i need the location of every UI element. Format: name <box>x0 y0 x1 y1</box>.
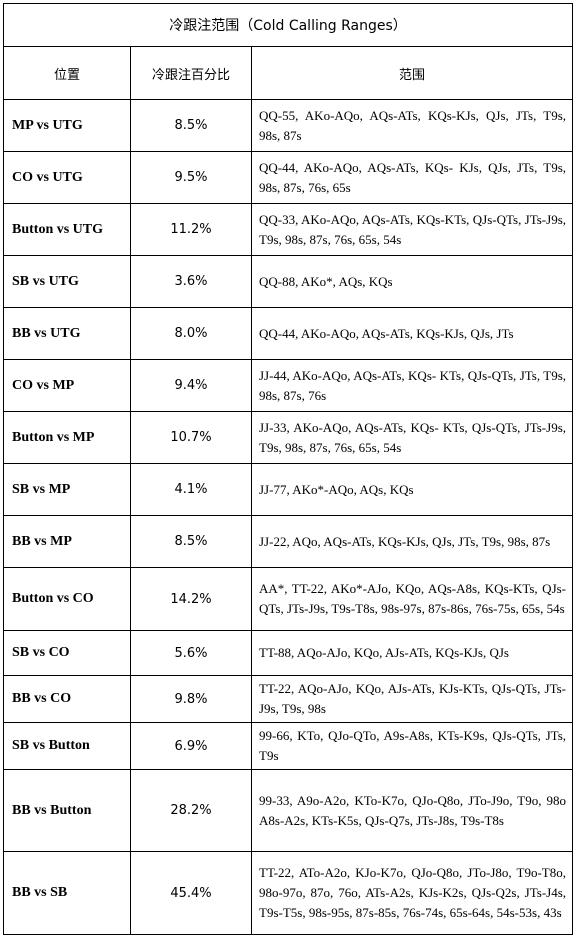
range-cell: AA*, TT-22, AKo*-AJo, KQo, AQs-A8s, KQs-… <box>250 567 574 631</box>
table-row: BB vs MP 8.5% JJ-22, AQo, AQs-ATs, KQs-KJs… <box>3 515 574 568</box>
range-cell: JJ-44, AKo-AQo, AQs-ATs, KQs- KTs, QJs-Q… <box>250 359 574 412</box>
header-position: 位置 <box>3 46 131 100</box>
position-cell: SB vs UTG <box>3 255 131 308</box>
percent-cell: 9.4% <box>130 359 252 412</box>
range-cell: TT-22, ATo-A2o, KJo-K7o, QJo-Q8o, JTo-J8… <box>250 851 574 935</box>
table-row: SB vs Button 6.9% 99-66, KTo, QJo-QTo, A9s… <box>3 722 574 770</box>
range-cell: QQ-44, AKo-AQo, AQs-ATs, KQs-KJs, QJs, J… <box>250 307 574 360</box>
position-cell: BB vs Button <box>3 769 131 852</box>
position-cell: SB vs MP <box>3 463 131 516</box>
range-cell: JJ-77, AKo*-AQo, AQs, KQs <box>250 463 574 516</box>
table-row: SB vs MP 4.1% JJ-77, AKo*-AQo, AQs, KQs <box>3 463 574 516</box>
percent-cell: 5.6% <box>130 630 252 676</box>
header-row: 位置 冷跟注百分比 范围 <box>3 46 574 100</box>
range-cell: TT-88, AQo-AJo, KQo, AJs-ATs, KQs-KJs, Q… <box>250 630 574 676</box>
percent-cell: 4.1% <box>130 463 252 516</box>
position-cell: BB vs UTG <box>3 307 131 360</box>
table-row: BB vs SB 45.4% TT-22, ATo-A2o, KJo-K7o, QJ… <box>3 851 574 935</box>
percent-cell: 45.4% <box>130 851 252 935</box>
percent-cell: 11.2% <box>130 203 252 256</box>
range-cell: 99-66, KTo, QJo-QTo, A9s-A8s, KTs-K9s, Q… <box>250 722 574 770</box>
table-row: SB vs UTG 3.6% QQ-88, AKo*, AQs, KQs <box>3 255 574 308</box>
percent-cell: 8.5% <box>130 99 252 152</box>
position-cell: Button vs CO <box>3 567 131 631</box>
position-cell: BB vs MP <box>3 515 131 568</box>
range-cell: 99-33, A9o-A2o, KTo-K7o, QJo-Q8o, JTo-J9… <box>250 769 574 852</box>
range-cell: QQ-44, AKo-AQo, AQs-ATs, KQs- KJs, QJs, … <box>250 151 574 204</box>
table-row: Button vs CO 14.2% AA*, TT-22, AKo*-AJo, K… <box>3 567 574 631</box>
range-cell: JJ-22, AQo, AQs-ATs, KQs-KJs, QJs, JTs, … <box>250 515 574 568</box>
percent-cell: 8.0% <box>130 307 252 360</box>
position-cell: Button vs UTG <box>3 203 131 256</box>
percent-cell: 14.2% <box>130 567 252 631</box>
table-row: Button vs UTG 11.2% QQ-33, AKo-AQo, AQs-AT… <box>3 203 574 256</box>
position-cell: CO vs MP <box>3 359 131 412</box>
position-cell: Button vs MP <box>3 411 131 464</box>
percent-cell: 28.2% <box>130 769 252 852</box>
range-cell: QQ-55, AKo-AQo, AQs-ATs, KQs-KJs, QJs, J… <box>250 99 574 152</box>
header-percent: 冷跟注百分比 <box>130 46 252 100</box>
table-body: MP vs UTG 8.5% QQ-55, AKo-AQo, AQs-ATs, KQ… <box>3 99 574 935</box>
table-row: Button vs MP 10.7% JJ-33, AKo-AQo, AQs-ATs… <box>3 411 574 464</box>
table-row: BB vs UTG 8.0% QQ-44, AKo-AQo, AQs-ATs, KQ… <box>3 307 574 360</box>
position-cell: SB vs CO <box>3 630 131 676</box>
position-cell: BB vs CO <box>3 675 131 723</box>
table-title: 冷跟注范围（Cold Calling Ranges） <box>2 3 574 47</box>
range-cell: JJ-33, AKo-AQo, AQs-ATs, KQs- KTs, QJs-Q… <box>250 411 574 464</box>
position-cell: MP vs UTG <box>3 99 131 152</box>
table-row: SB vs CO 5.6% TT-88, AQo-AJo, KQo, AJs-ATs… <box>3 630 574 676</box>
table-row: BB vs Button 28.2% 99-33, A9o-A2o, KTo-K7o… <box>3 769 574 852</box>
percent-cell: 8.5% <box>130 515 252 568</box>
header-range: 范围 <box>250 46 574 100</box>
cold-calling-ranges-table: 冷跟注范围（Cold Calling Ranges） 位置 冷跟注百分比 范围 … <box>2 3 574 935</box>
table-row: BB vs CO 9.8% TT-22, AQo-AJo, KQo, AJs-ATs… <box>3 675 574 723</box>
range-cell: QQ-33, AKo-AQo, AQs-ATs, KQs-KTs, QJs-QT… <box>250 203 574 256</box>
percent-cell: 9.8% <box>130 675 252 723</box>
percent-cell: 10.7% <box>130 411 252 464</box>
position-cell: SB vs Button <box>3 722 131 770</box>
percent-cell: 9.5% <box>130 151 252 204</box>
position-cell: BB vs SB <box>3 851 131 935</box>
range-cell: QQ-88, AKo*, AQs, KQs <box>250 255 574 308</box>
percent-cell: 3.6% <box>130 255 252 308</box>
table-row: CO vs MP 9.4% JJ-44, AKo-AQo, AQs-ATs, KQs… <box>3 359 574 412</box>
range-cell: TT-22, AQo-AJo, KQo, AJs-ATs, KJs-KTs, Q… <box>250 675 574 723</box>
table-row: CO vs UTG 9.5% QQ-44, AKo-AQo, AQs-ATs, KQ… <box>3 151 574 204</box>
percent-cell: 6.9% <box>130 722 252 770</box>
title-row: 冷跟注范围（Cold Calling Ranges） <box>2 3 574 47</box>
table-row: MP vs UTG 8.5% QQ-55, AKo-AQo, AQs-ATs, KQ… <box>3 99 574 152</box>
position-cell: CO vs UTG <box>3 151 131 204</box>
